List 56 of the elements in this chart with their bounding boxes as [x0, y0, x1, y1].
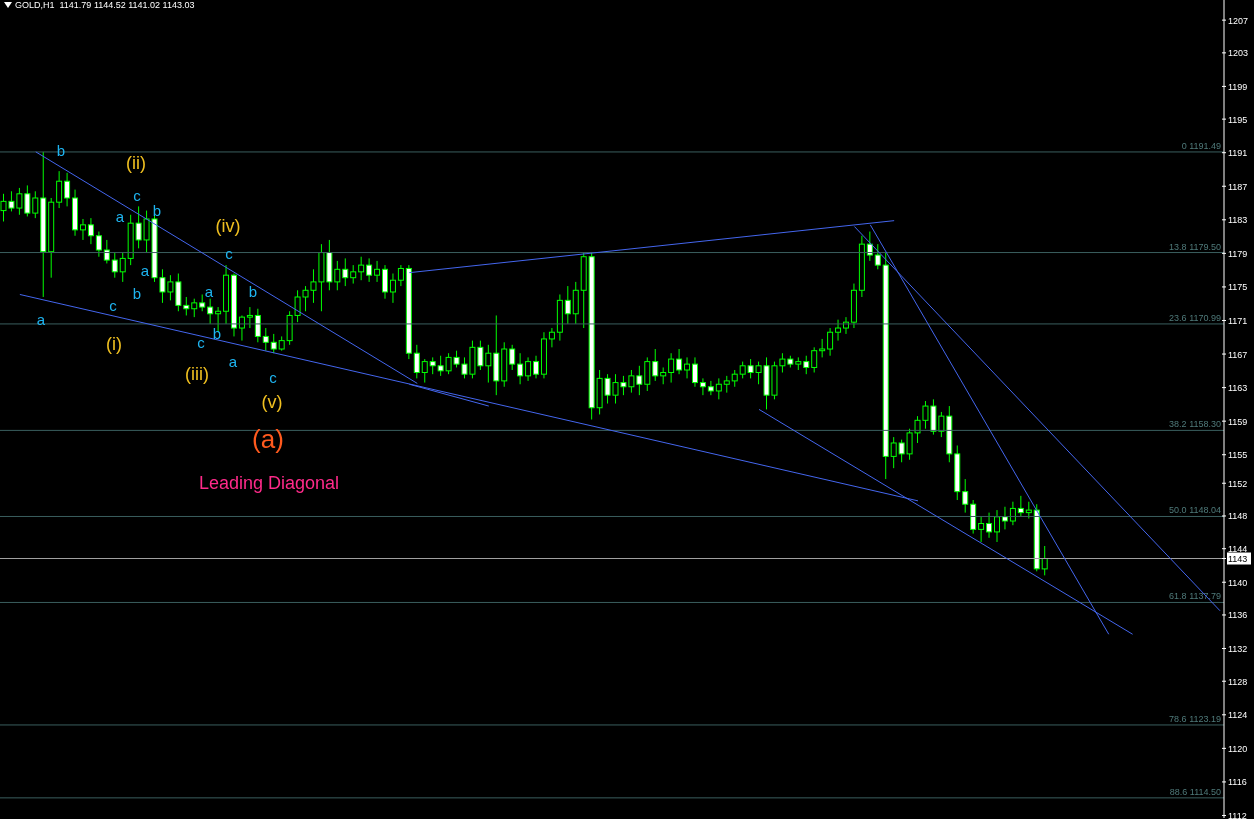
y-tick-label: 1132 [1228, 644, 1248, 655]
ref-line-label: 50.0 1148.04 [1169, 505, 1221, 516]
annotation: c [225, 244, 233, 262]
annotation: c [197, 333, 205, 351]
y-tick-label: 1152 [1228, 478, 1248, 489]
annotation: c [109, 296, 117, 314]
chart-title: GOLD,H1 1141.79 1144.52 1141.02 1143.03 [15, 0, 195, 10]
ref-line-label: 13.8 1179.50 [1169, 241, 1221, 252]
annotation: a [204, 282, 214, 300]
annotation: b [152, 201, 162, 219]
y-tick-label: 1187 [1228, 181, 1248, 192]
annotation: b [56, 141, 66, 159]
ref-line-label: 88.6 1114.50 [1169, 786, 1221, 797]
ref-line-label: 78.6 1123.19 [1169, 713, 1221, 724]
y-tick-label: 1163 [1228, 383, 1248, 394]
annotation: (iii) [185, 364, 209, 384]
y-tick-label: 1124 [1228, 710, 1248, 721]
annotation: c [133, 186, 141, 204]
y-tick-label: 1148 [1228, 511, 1248, 522]
annotation: a [36, 310, 46, 328]
y-tick-label: 1143 [1228, 554, 1248, 565]
y-tick-label: 1191 [1228, 148, 1248, 159]
y-tick-label: 1183 [1228, 215, 1248, 226]
y-tick-label: 1171 [1228, 315, 1248, 326]
y-tick-label: 1199 [1228, 81, 1248, 92]
y-tick-label: 1179 [1228, 248, 1248, 259]
y-tick-label: 1155 [1228, 450, 1248, 461]
annotation: (ii) [126, 153, 146, 173]
annotation: Leading Diagonal [198, 473, 340, 493]
y-tick-label: 1167 [1228, 349, 1248, 360]
y-tick-label: 1175 [1228, 282, 1248, 293]
y-tick-label: 1120 [1228, 743, 1248, 754]
y-tick-label: 1144 [1228, 544, 1248, 555]
y-tick-label: 1159 [1228, 416, 1248, 427]
y-tick-label: 1136 [1228, 610, 1248, 621]
annotation: a [140, 261, 150, 279]
annotation: (v) [261, 392, 283, 412]
annotation: c [269, 368, 277, 386]
annotation: b [248, 282, 258, 300]
annotation: (iv) [215, 216, 241, 236]
annotation: a [115, 207, 125, 225]
y-tick-label: 1203 [1228, 48, 1249, 59]
annotation: a [228, 352, 238, 370]
annotation: b [132, 284, 142, 302]
annotation: b [212, 324, 222, 342]
ref-line-label: 23.6 1170.99 [1169, 312, 1221, 323]
y-tick-label: 1140 [1228, 577, 1248, 588]
annotation: (a) [252, 424, 284, 454]
y-tick-label: 1112 [1228, 810, 1247, 819]
annotation: (i) [106, 334, 122, 354]
y-tick-label: 1207 [1228, 15, 1249, 26]
y-tick-label: 1195 [1228, 114, 1248, 125]
y-tick-label: 1116 [1228, 777, 1247, 788]
y-tick-label: 1128 [1228, 676, 1248, 687]
ref-line-label: 38.2 1158.30 [1169, 419, 1221, 430]
ref-line-label: 0 1191.49 [1181, 140, 1221, 151]
